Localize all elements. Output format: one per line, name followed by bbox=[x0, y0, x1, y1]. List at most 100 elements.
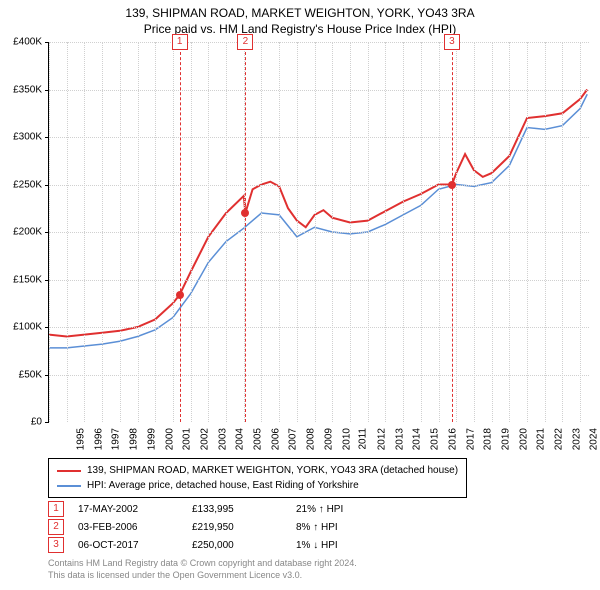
x-axis-label: 1996 bbox=[93, 428, 104, 450]
x-axis-label: 2020 bbox=[518, 428, 529, 450]
gridline-v bbox=[456, 42, 457, 422]
y-axis-label: £50K bbox=[19, 369, 42, 380]
gridline-v bbox=[403, 42, 404, 422]
gridline-h bbox=[49, 280, 589, 281]
transaction-row: 2 03-FEB-2006 £219,950 8% ↑ HPI bbox=[48, 518, 406, 536]
transaction-marker-line bbox=[245, 42, 246, 422]
gridline-v bbox=[545, 42, 546, 422]
gridline-v bbox=[368, 42, 369, 422]
x-axis-label: 2022 bbox=[553, 428, 564, 450]
transaction-row: 117-MAY-2002£133,99521% ↑ HPI bbox=[48, 500, 406, 518]
gridline-h bbox=[49, 185, 589, 186]
gridline-v bbox=[439, 42, 440, 422]
legend-label: 139, SHIPMAN ROAD, MARKET WEIGHTON, YORK… bbox=[87, 463, 458, 478]
gridline-v bbox=[421, 42, 422, 422]
gridline-v bbox=[155, 42, 156, 422]
transaction-marker-dot bbox=[448, 181, 456, 189]
y-axis-label: £400K bbox=[13, 37, 42, 48]
gridline-v bbox=[84, 42, 85, 422]
gridline-v bbox=[509, 42, 510, 422]
y-axis-label: £300K bbox=[13, 132, 42, 143]
gridline-v bbox=[527, 42, 528, 422]
gridline-v bbox=[315, 42, 316, 422]
title-line-2: Price paid vs. HM Land Registry's House … bbox=[0, 22, 600, 38]
x-axis-label: 1999 bbox=[146, 428, 157, 450]
transaction-date: 03-FEB-2006 bbox=[78, 522, 178, 533]
transaction-marker-box: 3 bbox=[444, 34, 460, 50]
y-axis-label: £150K bbox=[13, 274, 42, 285]
footer: Contains HM Land Registry data © Crown c… bbox=[48, 558, 357, 581]
transaction-number-box: 1 bbox=[48, 501, 64, 517]
gridline-v bbox=[332, 42, 333, 422]
x-axis-label: 2024 bbox=[589, 428, 600, 450]
gridline-v bbox=[297, 42, 298, 422]
x-axis-label: 2002 bbox=[199, 428, 210, 450]
gridline-v bbox=[385, 42, 386, 422]
y-axis-label: £200K bbox=[13, 227, 42, 238]
gridline-v bbox=[226, 42, 227, 422]
x-axis-label: 2001 bbox=[181, 428, 192, 450]
legend: 139, SHIPMAN ROAD, MARKET WEIGHTON, YORK… bbox=[48, 458, 467, 498]
transaction-pct: 1% ↓ HPI bbox=[296, 540, 406, 551]
y-axis-label: £100K bbox=[13, 322, 42, 333]
transaction-marker-line bbox=[452, 42, 453, 422]
gridline-v bbox=[562, 42, 563, 422]
x-axis-label: 2008 bbox=[305, 428, 316, 450]
x-axis-label: 2018 bbox=[482, 428, 493, 450]
x-axis-label: 2004 bbox=[235, 428, 246, 450]
x-axis-label: 2021 bbox=[536, 428, 547, 450]
transaction-marker-line bbox=[180, 42, 181, 422]
x-axis-label: 2000 bbox=[164, 428, 175, 450]
legend-swatch bbox=[57, 485, 81, 487]
gridline-v bbox=[261, 42, 262, 422]
x-axis-label: 2007 bbox=[288, 428, 299, 450]
transaction-pct: 8% ↑ HPI bbox=[296, 522, 406, 533]
gridline-v bbox=[49, 42, 50, 422]
transaction-date: 06-OCT-2017 bbox=[78, 540, 178, 551]
y-axis-label: £350K bbox=[13, 84, 42, 95]
transaction-row: 3 06-OCT-2017 £250,000 1% ↓ HPI bbox=[48, 536, 406, 554]
x-axis-label: 1997 bbox=[111, 428, 122, 450]
gridline-v bbox=[173, 42, 174, 422]
x-axis-label: 2015 bbox=[429, 428, 440, 450]
gridline-v bbox=[120, 42, 121, 422]
legend-label: HPI: Average price, detached house, East… bbox=[87, 478, 359, 493]
gridline-h bbox=[49, 327, 589, 328]
x-axis-label: 2016 bbox=[447, 428, 458, 450]
legend-item: 139, SHIPMAN ROAD, MARKET WEIGHTON, YORK… bbox=[57, 463, 458, 478]
gridline-v bbox=[138, 42, 139, 422]
transaction-marker-dot bbox=[241, 209, 249, 217]
transaction-price: £250,000 bbox=[192, 540, 282, 551]
gridline-v bbox=[350, 42, 351, 422]
x-axis-label: 2012 bbox=[376, 428, 387, 450]
series-property bbox=[49, 90, 587, 337]
gridline-v bbox=[67, 42, 68, 422]
footer-line-1: Contains HM Land Registry data © Crown c… bbox=[48, 558, 357, 570]
transaction-price: £219,950 bbox=[192, 522, 282, 533]
x-axis-label: 2003 bbox=[217, 428, 228, 450]
y-tick bbox=[45, 422, 49, 423]
y-axis-label: £0 bbox=[31, 417, 42, 428]
x-axis-label: 2023 bbox=[571, 428, 582, 450]
series-hpi bbox=[49, 94, 587, 348]
x-axis-label: 2010 bbox=[341, 428, 352, 450]
title-line-1: 139, SHIPMAN ROAD, MARKET WEIGHTON, YORK… bbox=[0, 6, 600, 22]
legend-swatch bbox=[57, 470, 81, 472]
gridline-h bbox=[49, 42, 589, 43]
x-axis-label: 2014 bbox=[412, 428, 423, 450]
gridline-v bbox=[474, 42, 475, 422]
transaction-number-box: 2 bbox=[48, 519, 64, 535]
gridline-v bbox=[279, 42, 280, 422]
chart-title: 139, SHIPMAN ROAD, MARKET WEIGHTON, YORK… bbox=[0, 0, 600, 37]
plot-region: 1995199619971998199920002001200220032004… bbox=[48, 42, 589, 422]
gridline-v bbox=[580, 42, 581, 422]
transaction-pct: 21% ↑ HPI bbox=[296, 504, 406, 515]
x-axis-label: 2011 bbox=[358, 428, 369, 450]
transaction-number-box: 3 bbox=[48, 537, 64, 553]
gridline-v bbox=[208, 42, 209, 422]
gridline-h bbox=[49, 375, 589, 376]
x-axis-label: 1995 bbox=[75, 428, 86, 450]
x-axis-label: 2017 bbox=[465, 428, 476, 450]
x-axis-label: 2009 bbox=[323, 428, 334, 450]
gridline-v bbox=[102, 42, 103, 422]
